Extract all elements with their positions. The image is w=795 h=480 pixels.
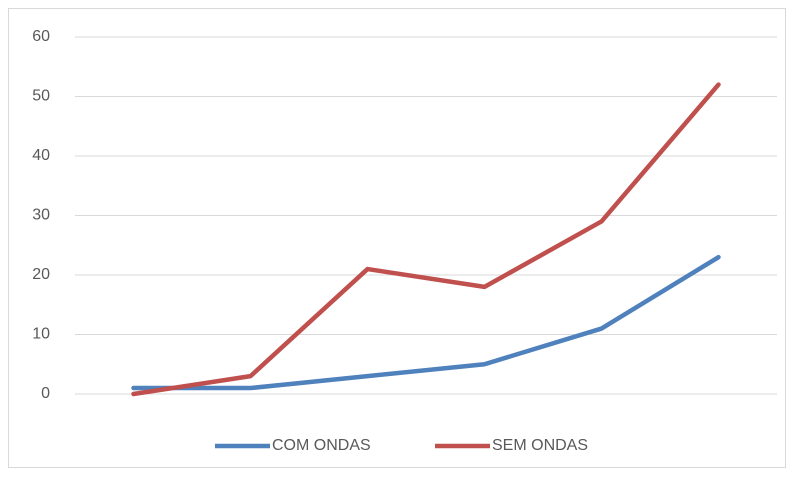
chart-border	[8, 8, 786, 468]
legend-label: SEM ONDAS	[492, 437, 588, 454]
y-tick-label: 50	[32, 88, 50, 105]
y-tick-label: 0	[41, 385, 50, 402]
y-tick-label: 60	[32, 28, 50, 45]
legend-label: COM ONDAS	[272, 437, 371, 454]
y-tick-label: 30	[32, 207, 50, 224]
line	[131, 254, 721, 391]
y-tick-label: 40	[32, 147, 50, 164]
y-tick-label: 20	[32, 266, 50, 283]
y-tick-label: 10	[32, 326, 50, 343]
line	[131, 82, 721, 397]
